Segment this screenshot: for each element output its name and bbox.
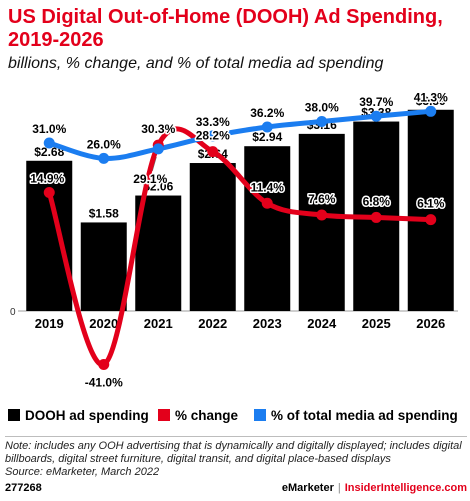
legend-label-change: % change xyxy=(175,408,239,423)
legend-label-share: % of total media ad spending xyxy=(271,408,458,423)
brand-emarketer: eMarketer xyxy=(281,482,334,494)
legend-item-change: % change xyxy=(158,408,238,423)
bar-value-label-2026: $3.59 xyxy=(416,94,446,108)
pct-change-label-2023: 11.4% xyxy=(251,180,285,194)
source-text: Source: eMarketer, March 2022 xyxy=(5,466,160,478)
legend-label-spending: DOOH ad spending xyxy=(25,408,149,423)
pct-change-point-2020 xyxy=(98,358,110,370)
bar-value-label-2019: $2.68 xyxy=(34,145,64,159)
bar-2024 xyxy=(298,133,345,311)
pct-of-total-point-2019 xyxy=(43,137,55,149)
x-tick-label-2021: 2021 xyxy=(144,316,173,331)
pct-of-total-label-2021: 29.1% xyxy=(133,172,167,186)
pct-of-total-label-2022: 33.3% xyxy=(196,115,230,129)
pct-of-total-point-2020 xyxy=(98,152,110,164)
pct-change-label-2022: 28.2% xyxy=(196,129,230,143)
pct-of-total-point-2022 xyxy=(207,130,219,142)
x-tick-label-2024: 2024 xyxy=(307,316,337,331)
x-tick-label-2022: 2022 xyxy=(198,316,227,331)
bar-2026 xyxy=(407,109,454,311)
bar-2020 xyxy=(80,222,127,311)
chart-canvas: 0$2.682019$1.582020$2.062021$2.642022$2.… xyxy=(10,89,458,391)
pct-of-total-point-2021 xyxy=(152,143,164,155)
bar-value-label-2020: $1.58 xyxy=(89,206,119,220)
brand-insider-intelligence: InsiderIntelligence.com xyxy=(344,482,467,494)
pct-of-total-point-2023 xyxy=(261,121,273,133)
y-zero-tick-label: 0 xyxy=(10,307,16,318)
pct-of-total-point-2026 xyxy=(425,105,437,117)
pct-change-label-2020: -41.0% xyxy=(85,375,123,389)
bar-value-label-2021: $2.06 xyxy=(143,180,173,194)
bar-2023 xyxy=(244,146,291,311)
pct-change-point-2026 xyxy=(425,214,437,226)
pct-change-point-2022 xyxy=(207,146,219,158)
chart-footer: 277268 eMarketer | InsiderIntelligence.com xyxy=(5,482,467,496)
bar-2021 xyxy=(135,195,182,311)
x-tick-label-2025: 2025 xyxy=(362,316,391,331)
legend-item-spending: DOOH ad spending xyxy=(8,408,149,423)
pct-change-point-2024 xyxy=(316,209,328,221)
legend-swatch-share xyxy=(254,409,266,421)
pct-change-label-2021: 30.3% xyxy=(141,122,175,136)
note-text: Note: includes any OOH advertising that … xyxy=(5,440,462,465)
pct-of-total-point-2025 xyxy=(370,110,382,122)
chart-title: US Digital Out-of-Home (DOOH) Ad Spendin… xyxy=(8,6,443,51)
legend-swatch-change xyxy=(158,409,170,421)
chart-subtitle: billions, % change, and % of total media… xyxy=(8,55,384,72)
brand-separator: | xyxy=(337,482,341,494)
pct-of-total-label-2023: 36.2% xyxy=(250,106,284,120)
pct-change-point-2023 xyxy=(261,197,273,209)
bar-2019 xyxy=(26,160,73,311)
chart-id: 277268 xyxy=(5,482,42,494)
legend-swatch-spending xyxy=(8,409,20,421)
pct-change-label-2019: 14.9% xyxy=(30,172,64,186)
legend-item-share: % of total media ad spending xyxy=(254,408,458,423)
pct-change-point-2025 xyxy=(370,211,382,223)
chart-notes: Note: includes any OOH advertising that … xyxy=(5,436,467,479)
x-tick-label-2026: 2026 xyxy=(416,316,445,331)
bar-value-label-2023: $2.94 xyxy=(252,130,282,144)
pct-of-total-point-2024 xyxy=(316,115,328,127)
x-tick-label-2019: 2019 xyxy=(35,316,64,331)
pct-of-total-label-2026: 41.3% xyxy=(414,90,448,104)
pct-change-label-2024: 7.6% xyxy=(308,192,336,206)
pct-change-label-2026: 6.1% xyxy=(417,197,445,211)
pct-of-total-label-2020: 26.0% xyxy=(87,137,121,151)
bar-2022 xyxy=(189,163,236,311)
pct-change-point-2019 xyxy=(43,187,55,199)
pct-change-label-2025: 6.8% xyxy=(363,194,391,208)
pct-of-total-label-2019: 31.0% xyxy=(32,122,66,136)
x-tick-label-2020: 2020 xyxy=(89,316,118,331)
brand-credit: eMarketer | InsiderIntelligence.com xyxy=(282,482,467,494)
pct-of-total-label-2024: 38.0% xyxy=(305,100,339,114)
x-tick-label-2023: 2023 xyxy=(253,316,282,331)
pct-of-total-label-2025: 39.7% xyxy=(359,95,393,109)
